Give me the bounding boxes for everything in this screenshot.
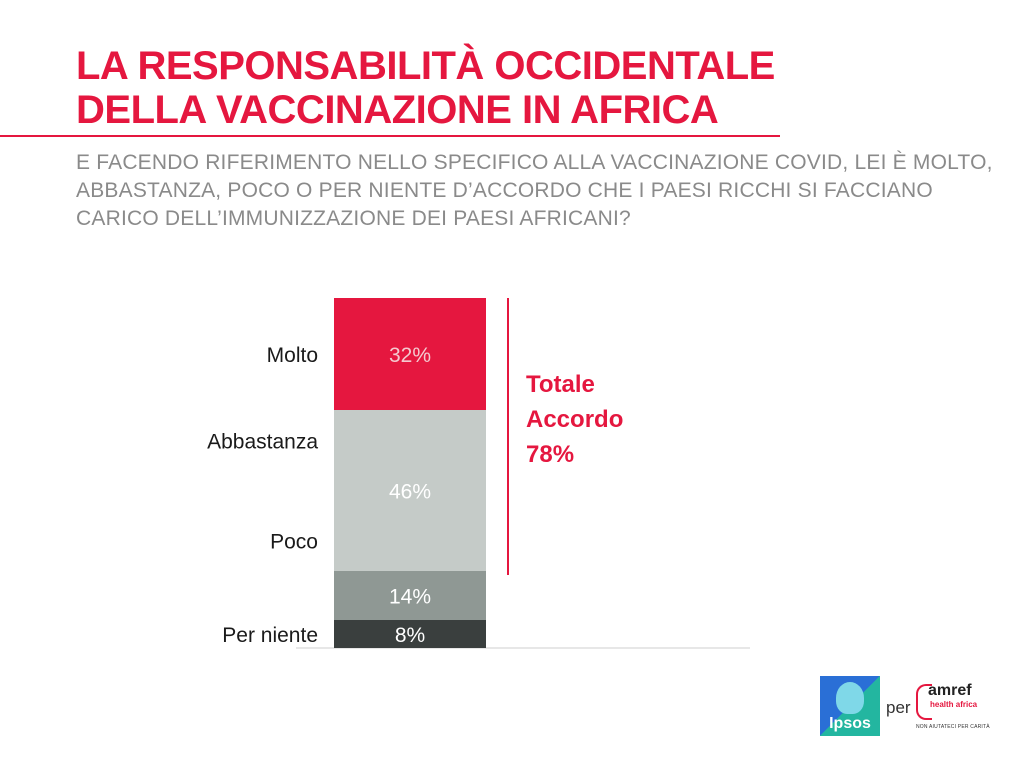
category-label-per-niente: Per niente (222, 624, 318, 647)
total-agreement-label-2: Accordo (526, 406, 623, 433)
title-line-2: DELLA VACCINAZIONE IN AFRICA (76, 88, 719, 132)
bar-segment-abbastanza (334, 410, 486, 571)
logo-area: Ipsos per amref health africa NON AIUTAT… (820, 676, 990, 736)
total-agreement-label-1: Totale (526, 371, 595, 398)
survey-question: E FACENDO RIFERIMENTO NELLO SPECIFICO AL… (76, 151, 993, 230)
total-agreement-value: 78% (526, 441, 574, 468)
bar-segment-poco (334, 571, 486, 620)
page-title: LA RESPONSABILITÀ OCCIDENTALE DELLA VACC… (76, 44, 775, 132)
ipsos-logo: Ipsos (820, 676, 880, 736)
title-line-1: LA RESPONSABILITÀ OCCIDENTALE (76, 44, 775, 88)
bar-segment-per-niente (334, 620, 486, 648)
africa-outline-icon (916, 684, 932, 720)
logo-connector: per (886, 698, 911, 717)
amref-name: amref (928, 682, 972, 699)
amref-sub: health africa (930, 700, 978, 709)
value-label-abbastanza: 46% (389, 481, 431, 504)
ipsos-head-icon (836, 682, 864, 714)
amref-tagline: NON AIUTATECI PER CARITÀ (916, 724, 990, 730)
title-underline (0, 135, 780, 137)
value-label-poco: 14% (389, 586, 431, 609)
category-label-poco: Poco (270, 530, 318, 553)
ipsos-logo-text: Ipsos (829, 715, 871, 732)
category-label-molto: Molto (267, 344, 318, 367)
value-label-per-niente: 8% (395, 624, 425, 647)
bar-segment-molto (334, 298, 486, 410)
value-label-molto: 32% (389, 344, 431, 367)
amref-logo: amref health africa NON AIUTATECI PER CA… (916, 680, 994, 736)
category-label-abbastanza: Abbastanza (207, 431, 318, 454)
